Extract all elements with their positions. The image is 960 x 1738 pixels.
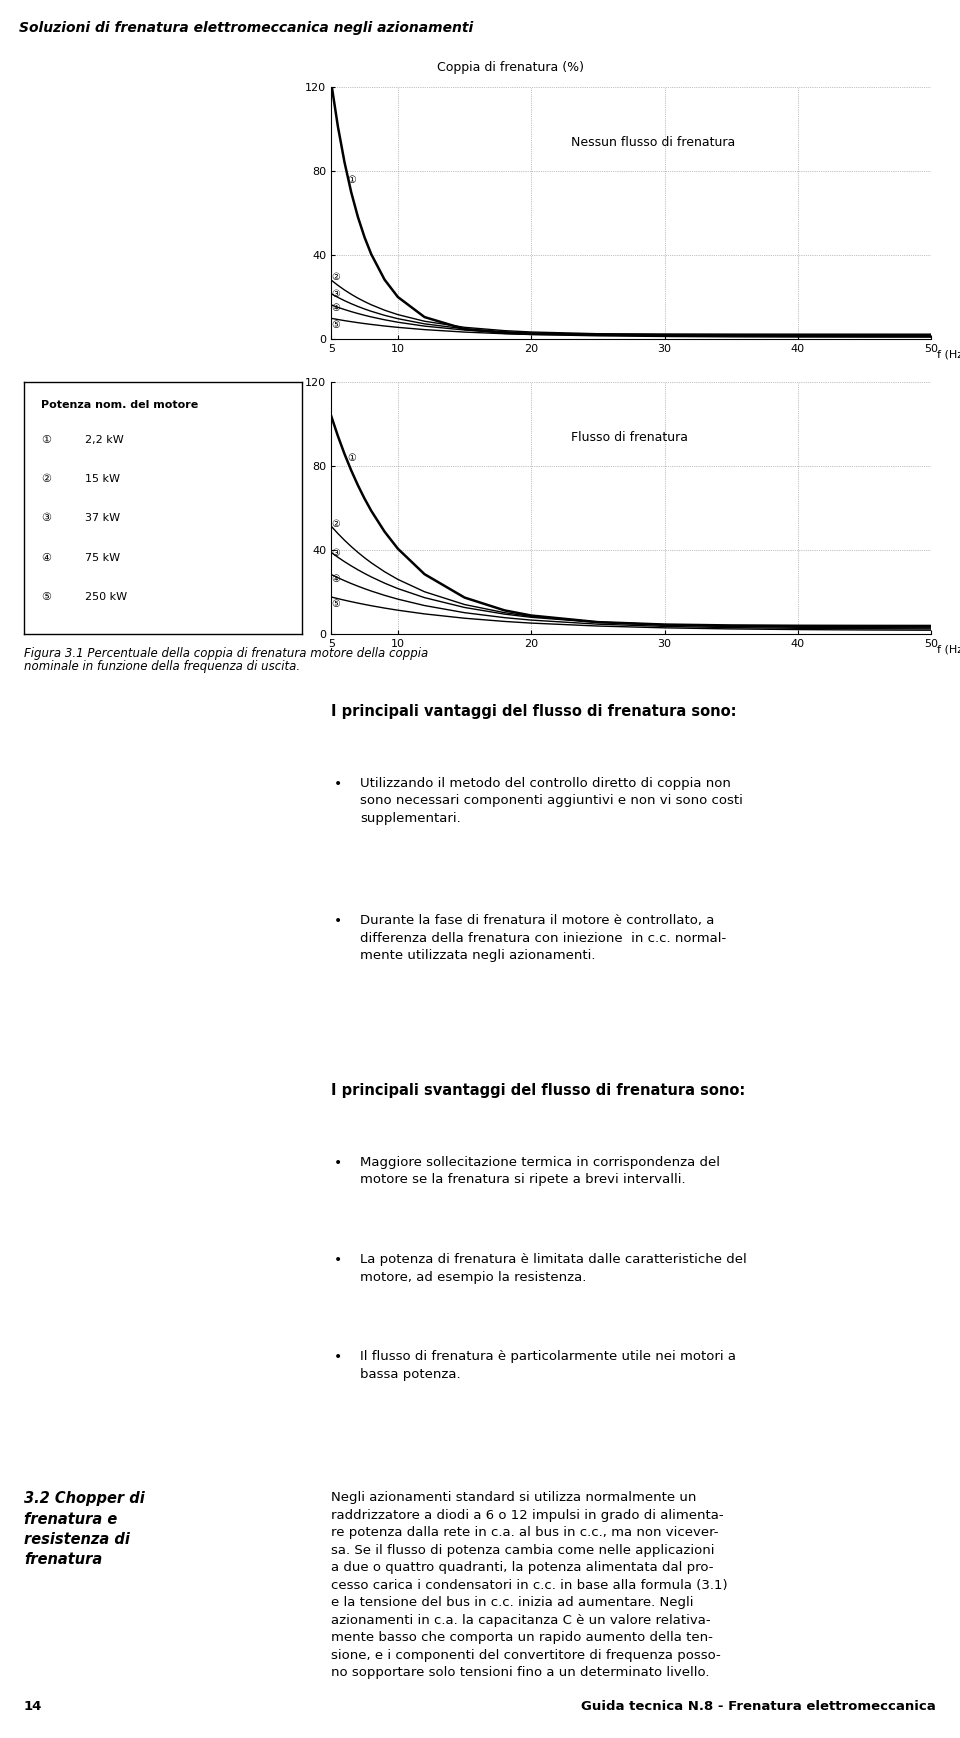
Text: Il flusso di frenatura è particolarmente utile nei motori a
bassa potenza.: Il flusso di frenatura è particolarmente… [360,1350,736,1382]
Text: I principali vantaggi del flusso di frenatura sono:: I principali vantaggi del flusso di fren… [331,704,736,720]
Text: ②: ② [41,474,51,485]
Text: 3.2 Chopper di
frenatura e
resistenza di
frenatura: 3.2 Chopper di frenatura e resistenza di… [24,1491,145,1568]
Text: Soluzioni di frenatura elettromeccanica negli azionamenti: Soluzioni di frenatura elettromeccanica … [19,21,473,35]
Text: Figura 3.1 Percentuale della coppia di frenatura motore della coppia: Figura 3.1 Percentuale della coppia di f… [24,647,428,659]
Text: ④: ④ [41,553,51,563]
Text: ④: ④ [331,574,340,584]
Text: f (Hz): f (Hz) [937,349,960,360]
Text: Utilizzando il metodo del controllo diretto di coppia non
sono necessari compone: Utilizzando il metodo del controllo dire… [360,777,743,826]
Text: Negli azionamenti standard si utilizza normalmente un
raddrizzatore a diodi a 6 : Negli azionamenti standard si utilizza n… [331,1491,728,1679]
Text: •: • [334,1156,343,1170]
Text: nominale in funzione della frequenza di uscita.: nominale in funzione della frequenza di … [24,660,300,673]
Text: Coppia di frenatura (%): Coppia di frenatura (%) [437,61,584,73]
Text: Nessun flusso di frenatura: Nessun flusso di frenatura [571,136,735,149]
Text: ①: ① [41,434,51,445]
Text: Guida tecnica N.8 - Frenatura elettromeccanica: Guida tecnica N.8 - Frenatura elettromec… [581,1700,936,1712]
Text: 14: 14 [24,1700,42,1712]
Text: ①: ① [347,454,355,462]
Text: •: • [334,914,343,928]
Text: 250 kW: 250 kW [85,591,128,601]
Text: ⑤: ⑤ [331,600,340,610]
Text: Maggiore sollecitazione termica in corrispondenza del
motore se la frenatura si : Maggiore sollecitazione termica in corri… [360,1156,720,1187]
Text: ②: ② [331,520,340,530]
Text: ⑤: ⑤ [331,320,340,330]
Text: •: • [334,777,343,791]
Text: I principali svantaggi del flusso di frenatura sono:: I principali svantaggi del flusso di fre… [331,1083,746,1098]
Text: ③: ③ [331,547,340,558]
Text: 75 kW: 75 kW [85,553,120,563]
Text: •: • [334,1350,343,1364]
Text: 15 kW: 15 kW [85,474,120,485]
Text: Flusso di frenatura: Flusso di frenatura [571,431,688,445]
Text: ④: ④ [331,304,340,313]
Text: Durante la fase di frenatura il motore è controllato, a
differenza della frenatu: Durante la fase di frenatura il motore è… [360,914,727,963]
Text: ②: ② [331,271,340,282]
Text: ③: ③ [41,513,51,523]
Text: ③: ③ [331,289,340,299]
Text: 37 kW: 37 kW [85,513,120,523]
Text: ⑤: ⑤ [41,591,51,601]
Text: 2,2 kW: 2,2 kW [85,434,124,445]
Text: •: • [334,1253,343,1267]
Text: Potenza nom. del motore: Potenza nom. del motore [40,400,198,410]
Text: ①: ① [347,174,355,184]
Text: f (Hz): f (Hz) [937,645,960,655]
Text: La potenza di frenatura è limitata dalle caratteristiche del
motore, ad esempio : La potenza di frenatura è limitata dalle… [360,1253,747,1284]
